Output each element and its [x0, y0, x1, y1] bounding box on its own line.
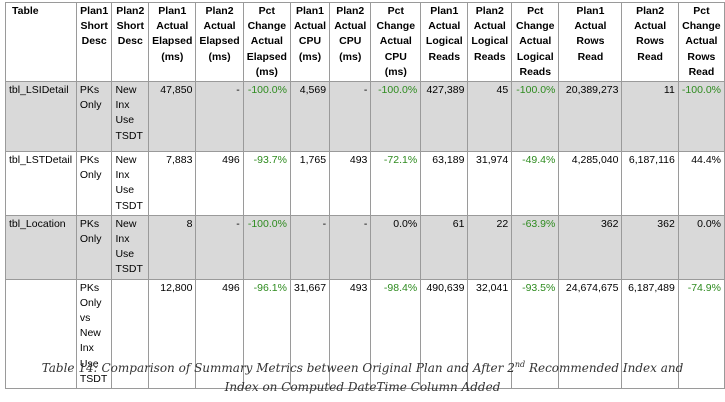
plan1-reads-cell: 63,189: [420, 151, 469, 216]
plan2-rows-cell: 11: [621, 81, 679, 153]
plan1-rows-cell: 362: [558, 214, 623, 280]
plan1-elapsed-cell: 8: [148, 214, 197, 280]
plan2-cpu-cell: -: [329, 214, 372, 280]
header-cell: Plan1 Short Desc: [75, 1, 113, 83]
header-cell: Plan2 Actual Rows Read: [621, 1, 679, 83]
pct-elapsed-cell: -100.0%: [242, 214, 291, 280]
caption-text: Table 14: Comparison of Summary Metrics …: [41, 361, 515, 375]
pct-elapsed-cell: -96.1%: [242, 278, 291, 390]
plan2-rows-cell: 6,187,116: [621, 151, 679, 216]
header-cell: Plan2 Actual Elapsed (ms): [195, 1, 244, 83]
pct-reads-cell: -49.4%: [511, 151, 560, 216]
pct-rows-cell: 0.0%: [677, 214, 725, 280]
plan2-cpu-cell: 493: [329, 278, 372, 390]
header-cell: Plan2 Actual Logical Reads: [467, 1, 513, 83]
header-cell: Pct Change Actual CPU (ms): [370, 1, 422, 83]
header-cell: Pct Change Actual Logical Reads: [511, 1, 560, 83]
table-row: tbl_LSTDetail PKs Only New Inx Use TSDT …: [5, 151, 725, 216]
table-name-cell: tbl_LSTDetail: [5, 151, 77, 216]
plan2-desc-cell: [111, 278, 150, 390]
pct-reads-cell: -93.5%: [511, 278, 560, 390]
caption-line-1: Table 14: Comparison of Summary Metrics …: [0, 359, 725, 378]
pct-cpu-cell: -72.1%: [370, 151, 422, 216]
plan1-cpu-cell: -: [289, 214, 331, 280]
plan1-elapsed-cell: 7,883: [148, 151, 197, 216]
plan2-cpu-cell: -: [329, 81, 372, 153]
header-cell: Pct Change Actual Rows Read: [677, 1, 725, 83]
pct-cpu-cell: -100.0%: [370, 81, 422, 153]
table-name-cell: tbl_LSIDetail: [5, 81, 77, 153]
plan2-rows-cell: 6,187,489: [621, 278, 679, 390]
plan2-desc-cell: New Inx Use TSDT: [111, 81, 150, 153]
plan2-elapsed-cell: -: [195, 81, 244, 153]
plan2-desc-cell: New Inx Use TSDT: [111, 151, 150, 216]
plan2-reads-cell: 32,041: [467, 278, 513, 390]
summary-metrics-table: Table Plan1 Short Desc Plan2 Short Desc …: [5, 1, 725, 390]
header-cell: Plan1 Actual Logical Reads: [420, 1, 469, 83]
plan2-reads-cell: 31,974: [467, 151, 513, 216]
summary-row: PKs Only vs New Inx Use TSDT 12,800 496 …: [5, 278, 725, 390]
plan1-reads-cell: 427,389: [420, 81, 469, 153]
header-row: Table Plan1 Short Desc Plan2 Short Desc …: [5, 1, 725, 83]
pct-reads-cell: -100.0%: [511, 81, 560, 153]
plan1-cpu-cell: 31,667: [289, 278, 331, 390]
header-cell: Plan1 Actual Rows Read: [558, 1, 623, 83]
pct-elapsed-cell: -93.7%: [242, 151, 291, 216]
plan1-reads-cell: 490,639: [420, 278, 469, 390]
plan1-desc-cell: PKs Only: [75, 214, 113, 280]
header-cell: Table: [5, 1, 77, 83]
plan1-desc-cell: PKs Only: [75, 81, 113, 153]
caption-text: Recommended Index and: [525, 361, 684, 375]
plan1-rows-cell: 24,674,675: [558, 278, 623, 390]
plan1-cpu-cell: 1,765: [289, 151, 331, 216]
header-cell: Plan2 Short Desc: [111, 1, 150, 83]
plan2-reads-cell: 22: [467, 214, 513, 280]
pct-elapsed-cell: -100.0%: [242, 81, 291, 153]
caption-line-2: Index on Computed DateTime Column Added: [224, 380, 501, 394]
header-cell: Plan2 Actual CPU (ms): [329, 1, 372, 83]
plan1-elapsed-cell: 12,800: [148, 278, 197, 390]
table-row: tbl_Location PKs Only New Inx Use TSDT 8…: [5, 214, 725, 280]
plan1-desc-cell: PKs Only: [75, 151, 113, 216]
pct-cpu-cell: 0.0%: [370, 214, 422, 280]
table-name-cell: tbl_Location: [5, 214, 77, 280]
header-cell: Plan1 Actual CPU (ms): [289, 1, 331, 83]
table-row: tbl_LSIDetail PKs Only New Inx Use TSDT …: [5, 81, 725, 153]
plan2-elapsed-cell: -: [195, 214, 244, 280]
pct-rows-cell: -74.9%: [677, 278, 725, 390]
plan1-desc-cell: PKs Only vs New Inx Use TSDT: [75, 278, 113, 390]
plan2-elapsed-cell: 496: [195, 278, 244, 390]
plan1-rows-cell: 20,389,273: [558, 81, 623, 153]
plan2-desc-cell: New Inx Use TSDT: [111, 214, 150, 280]
plan2-reads-cell: 45: [467, 81, 513, 153]
plan2-cpu-cell: 493: [329, 151, 372, 216]
plan2-rows-cell: 362: [621, 214, 679, 280]
plan1-rows-cell: 4,285,040: [558, 151, 623, 216]
plan1-cpu-cell: 4,569: [289, 81, 331, 153]
pct-rows-cell: 44.4%: [677, 151, 725, 216]
caption-superscript: nd: [514, 360, 526, 369]
pct-rows-cell: -100.0%: [677, 81, 725, 153]
table-name-cell: [5, 278, 77, 390]
plan1-reads-cell: 61: [420, 214, 469, 280]
header-cell: Plan1 Actual Elapsed (ms): [148, 1, 197, 83]
table-caption: Table 14: Comparison of Summary Metrics …: [0, 359, 725, 397]
plan1-elapsed-cell: 47,850: [148, 81, 197, 153]
plan2-elapsed-cell: 496: [195, 151, 244, 216]
header-cell: Pct Change Actual Elapsed (ms): [242, 1, 291, 83]
pct-reads-cell: -63.9%: [511, 214, 560, 280]
